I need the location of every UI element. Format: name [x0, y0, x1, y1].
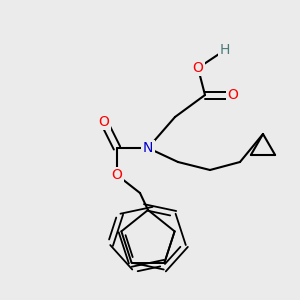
Text: H: H [220, 43, 230, 57]
Text: O: O [193, 61, 203, 75]
Text: O: O [99, 115, 110, 129]
Text: O: O [228, 88, 238, 102]
Text: N: N [143, 141, 153, 155]
Text: O: O [112, 168, 122, 182]
